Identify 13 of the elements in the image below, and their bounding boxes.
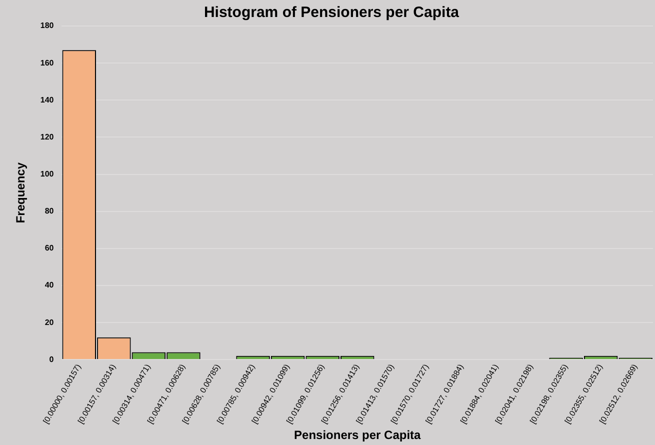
y-tick-label: 40 — [44, 280, 54, 290]
y-tick-label: 0 — [49, 354, 54, 364]
chart-title: Histogram of Pensioners per Capita — [204, 4, 460, 22]
y-tick-label: 140 — [40, 95, 54, 104]
y-tick-label: 160 — [40, 58, 54, 68]
y-axis-title: Frequency — [14, 162, 28, 224]
y-tick-label: 120 — [40, 132, 54, 142]
y-tick-label: 100 — [40, 169, 54, 178]
x-axis-title: Pensioners per Capita — [294, 428, 422, 442]
y-tick-label: 20 — [44, 318, 54, 327]
y-tick-label: 80 — [44, 206, 54, 216]
y-tick-label: 180 — [40, 21, 54, 30]
y-tick-label: 60 — [44, 244, 54, 253]
